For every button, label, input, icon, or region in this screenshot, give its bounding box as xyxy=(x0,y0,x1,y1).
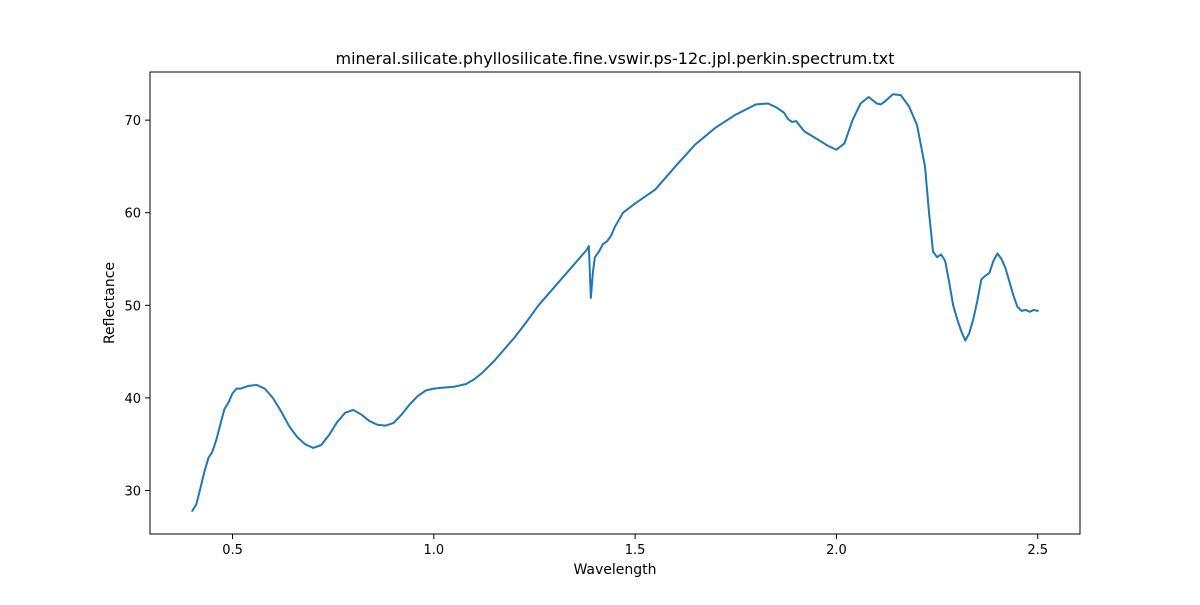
series-line-0 xyxy=(191,93,1039,512)
y-tick-label: 70 xyxy=(124,114,141,129)
y-tick-label: 60 xyxy=(124,207,141,222)
y-axis-label: Reflectance xyxy=(102,262,118,344)
x-tick-label: 0.5 xyxy=(222,543,243,558)
x-tick-label: 1.5 xyxy=(625,543,646,558)
plot-frame xyxy=(149,71,1081,535)
x-tick-label: 2.0 xyxy=(826,543,847,558)
x-tick-label: 1.0 xyxy=(423,543,444,558)
y-tick-label: 30 xyxy=(124,484,141,499)
y-tick-label: 40 xyxy=(124,392,141,407)
chart-title: mineral.silicate.phyllosilicate.fine.vsw… xyxy=(336,49,895,68)
y-tick-label: 50 xyxy=(124,299,141,314)
x-axis-label: Wavelength xyxy=(573,562,656,578)
x-tick-label: 2.5 xyxy=(1027,543,1048,558)
